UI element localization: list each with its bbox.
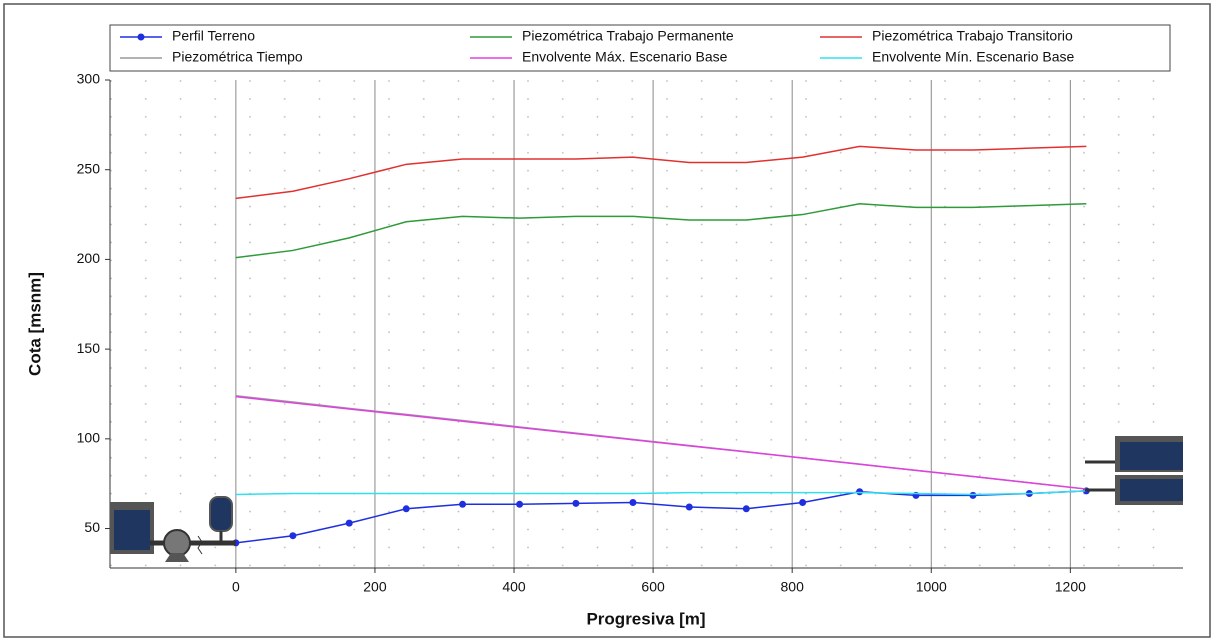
legend-marker <box>137 33 145 41</box>
series-line <box>235 203 1087 259</box>
y-tick-label: 150 <box>77 340 101 356</box>
reservoir-icon <box>1085 436 1183 505</box>
legend-label: Piezométrica Trabajo Transitorio <box>872 28 1073 44</box>
data-point <box>572 499 580 507</box>
data-point <box>685 503 693 511</box>
legend <box>109 24 1171 72</box>
x-tick-label: 400 <box>502 579 526 595</box>
y-tick-label: 300 <box>77 71 101 87</box>
series-line <box>235 490 1087 544</box>
plot-area <box>110 80 1183 568</box>
x-tick-label: 600 <box>641 579 665 595</box>
x-tick-label: 200 <box>363 579 387 595</box>
x-tick-label: 1200 <box>1055 579 1086 595</box>
y-tick-label: 200 <box>77 250 101 266</box>
data-point <box>856 488 864 496</box>
x-tick-label: 0 <box>232 579 240 595</box>
x-axis-title: Progresiva [m] <box>586 609 705 628</box>
data-point <box>402 505 410 513</box>
pump-station-icon <box>110 496 236 562</box>
y-axis-title: Cota [msnm] <box>25 272 44 376</box>
x-tick-label: 800 <box>781 579 805 595</box>
data-point <box>289 532 297 540</box>
legend-label: Piezométrica Trabajo Permanente <box>522 28 734 44</box>
series-line <box>235 395 1087 490</box>
legend-label: Envolvente Máx. Escenario Base <box>522 49 728 65</box>
data-point <box>459 500 467 508</box>
legend-label: Perfil Terreno <box>172 28 255 44</box>
y-tick-label: 250 <box>77 160 101 176</box>
data-point <box>345 519 353 527</box>
data-point <box>969 491 977 499</box>
data-point <box>516 500 524 508</box>
series-line <box>235 490 1087 496</box>
series-line <box>235 145 1087 200</box>
data-point <box>629 499 637 507</box>
x-tick-label: 1000 <box>916 579 947 595</box>
y-tick-label: 50 <box>84 519 100 535</box>
legend-label: Piezométrica Tiempo <box>172 49 303 65</box>
y-tick-label: 100 <box>77 430 101 446</box>
data-point <box>742 505 750 513</box>
data-point <box>799 499 807 507</box>
legend-items: Perfil Terreno Piezométrica Trabajo Perma… <box>120 28 1075 65</box>
legend-label: Envolvente Mín. Escenario Base <box>872 49 1075 65</box>
